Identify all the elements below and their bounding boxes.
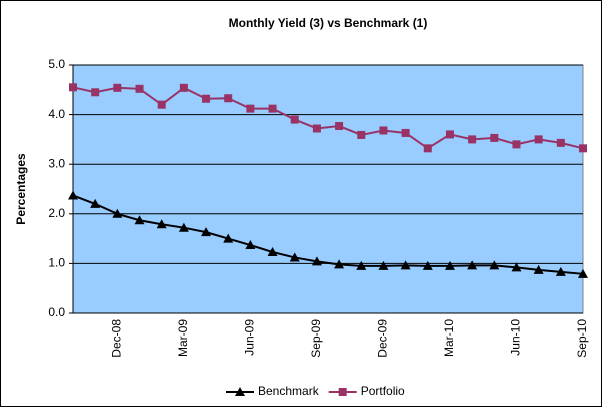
data-point [444, 260, 455, 270]
y-tick-label: 4.0 [48, 107, 65, 121]
data-point [534, 135, 543, 144]
data-point [201, 227, 212, 237]
y-tick-label: 3.0 [48, 156, 65, 170]
data-point [224, 94, 233, 103]
data-point [245, 240, 256, 250]
data-point [334, 259, 345, 269]
series-line [72, 194, 584, 275]
data-point [134, 215, 145, 225]
data-point [489, 260, 500, 270]
data-point [246, 104, 255, 113]
data-point [290, 115, 299, 124]
data-point [468, 135, 477, 144]
data-point [378, 260, 389, 270]
data-point [179, 83, 188, 92]
data-point [267, 246, 278, 256]
data-point [379, 126, 388, 135]
data-point [445, 130, 454, 139]
data-point [422, 260, 433, 270]
data-point [512, 140, 521, 149]
x-tick-label: Dec-08 [110, 319, 124, 358]
x-tick-label: Jun-10 [509, 319, 523, 356]
data-point [90, 198, 101, 208]
data-point [511, 262, 522, 272]
data-point [289, 252, 300, 262]
x-tick-label: Jun-09 [243, 319, 257, 356]
data-point [69, 83, 77, 92]
y-tick-label: 2.0 [48, 206, 65, 220]
data-point [91, 88, 100, 97]
x-tick-label: Dec-09 [376, 319, 390, 358]
data-point [156, 219, 167, 229]
data-point [578, 268, 588, 278]
data-point [112, 208, 123, 218]
data-point [135, 84, 144, 93]
y-axis-label: Percentages [14, 153, 28, 225]
data-point [113, 83, 122, 92]
data-point [223, 233, 234, 243]
data-point [401, 128, 410, 137]
data-point [579, 144, 587, 153]
legend-marker [235, 387, 245, 396]
data-point [268, 104, 277, 113]
data-point [312, 124, 321, 133]
data-point [311, 256, 322, 266]
x-tick-label: Sep-10 [575, 319, 589, 358]
legend-label: Benchmark [258, 384, 320, 398]
y-tick-label: 0.0 [48, 305, 65, 319]
x-tick-label: Mar-10 [442, 319, 456, 357]
data-point [556, 138, 565, 147]
data-point [490, 133, 499, 142]
data-point [356, 260, 367, 270]
data-point [400, 260, 411, 270]
data-point [202, 94, 211, 103]
x-tick-label: Mar-09 [176, 319, 190, 357]
data-point [467, 260, 478, 270]
data-point [423, 144, 432, 153]
legend-marker [338, 388, 347, 396]
data-point [533, 264, 544, 274]
legend-label: Portfolio [361, 384, 405, 398]
plot-area [72, 64, 584, 314]
data-point [335, 122, 344, 131]
chart-title: Monthly Yield (3) vs Benchmark (1) [229, 16, 428, 30]
data-point [555, 266, 566, 276]
x-tick-label: Sep-09 [309, 319, 323, 358]
y-tick-label: 1.0 [48, 256, 65, 270]
y-tick-label: 5.0 [48, 57, 65, 71]
data-point [68, 190, 78, 200]
data-point [157, 100, 166, 109]
data-point [178, 222, 189, 232]
data-point [357, 130, 366, 139]
